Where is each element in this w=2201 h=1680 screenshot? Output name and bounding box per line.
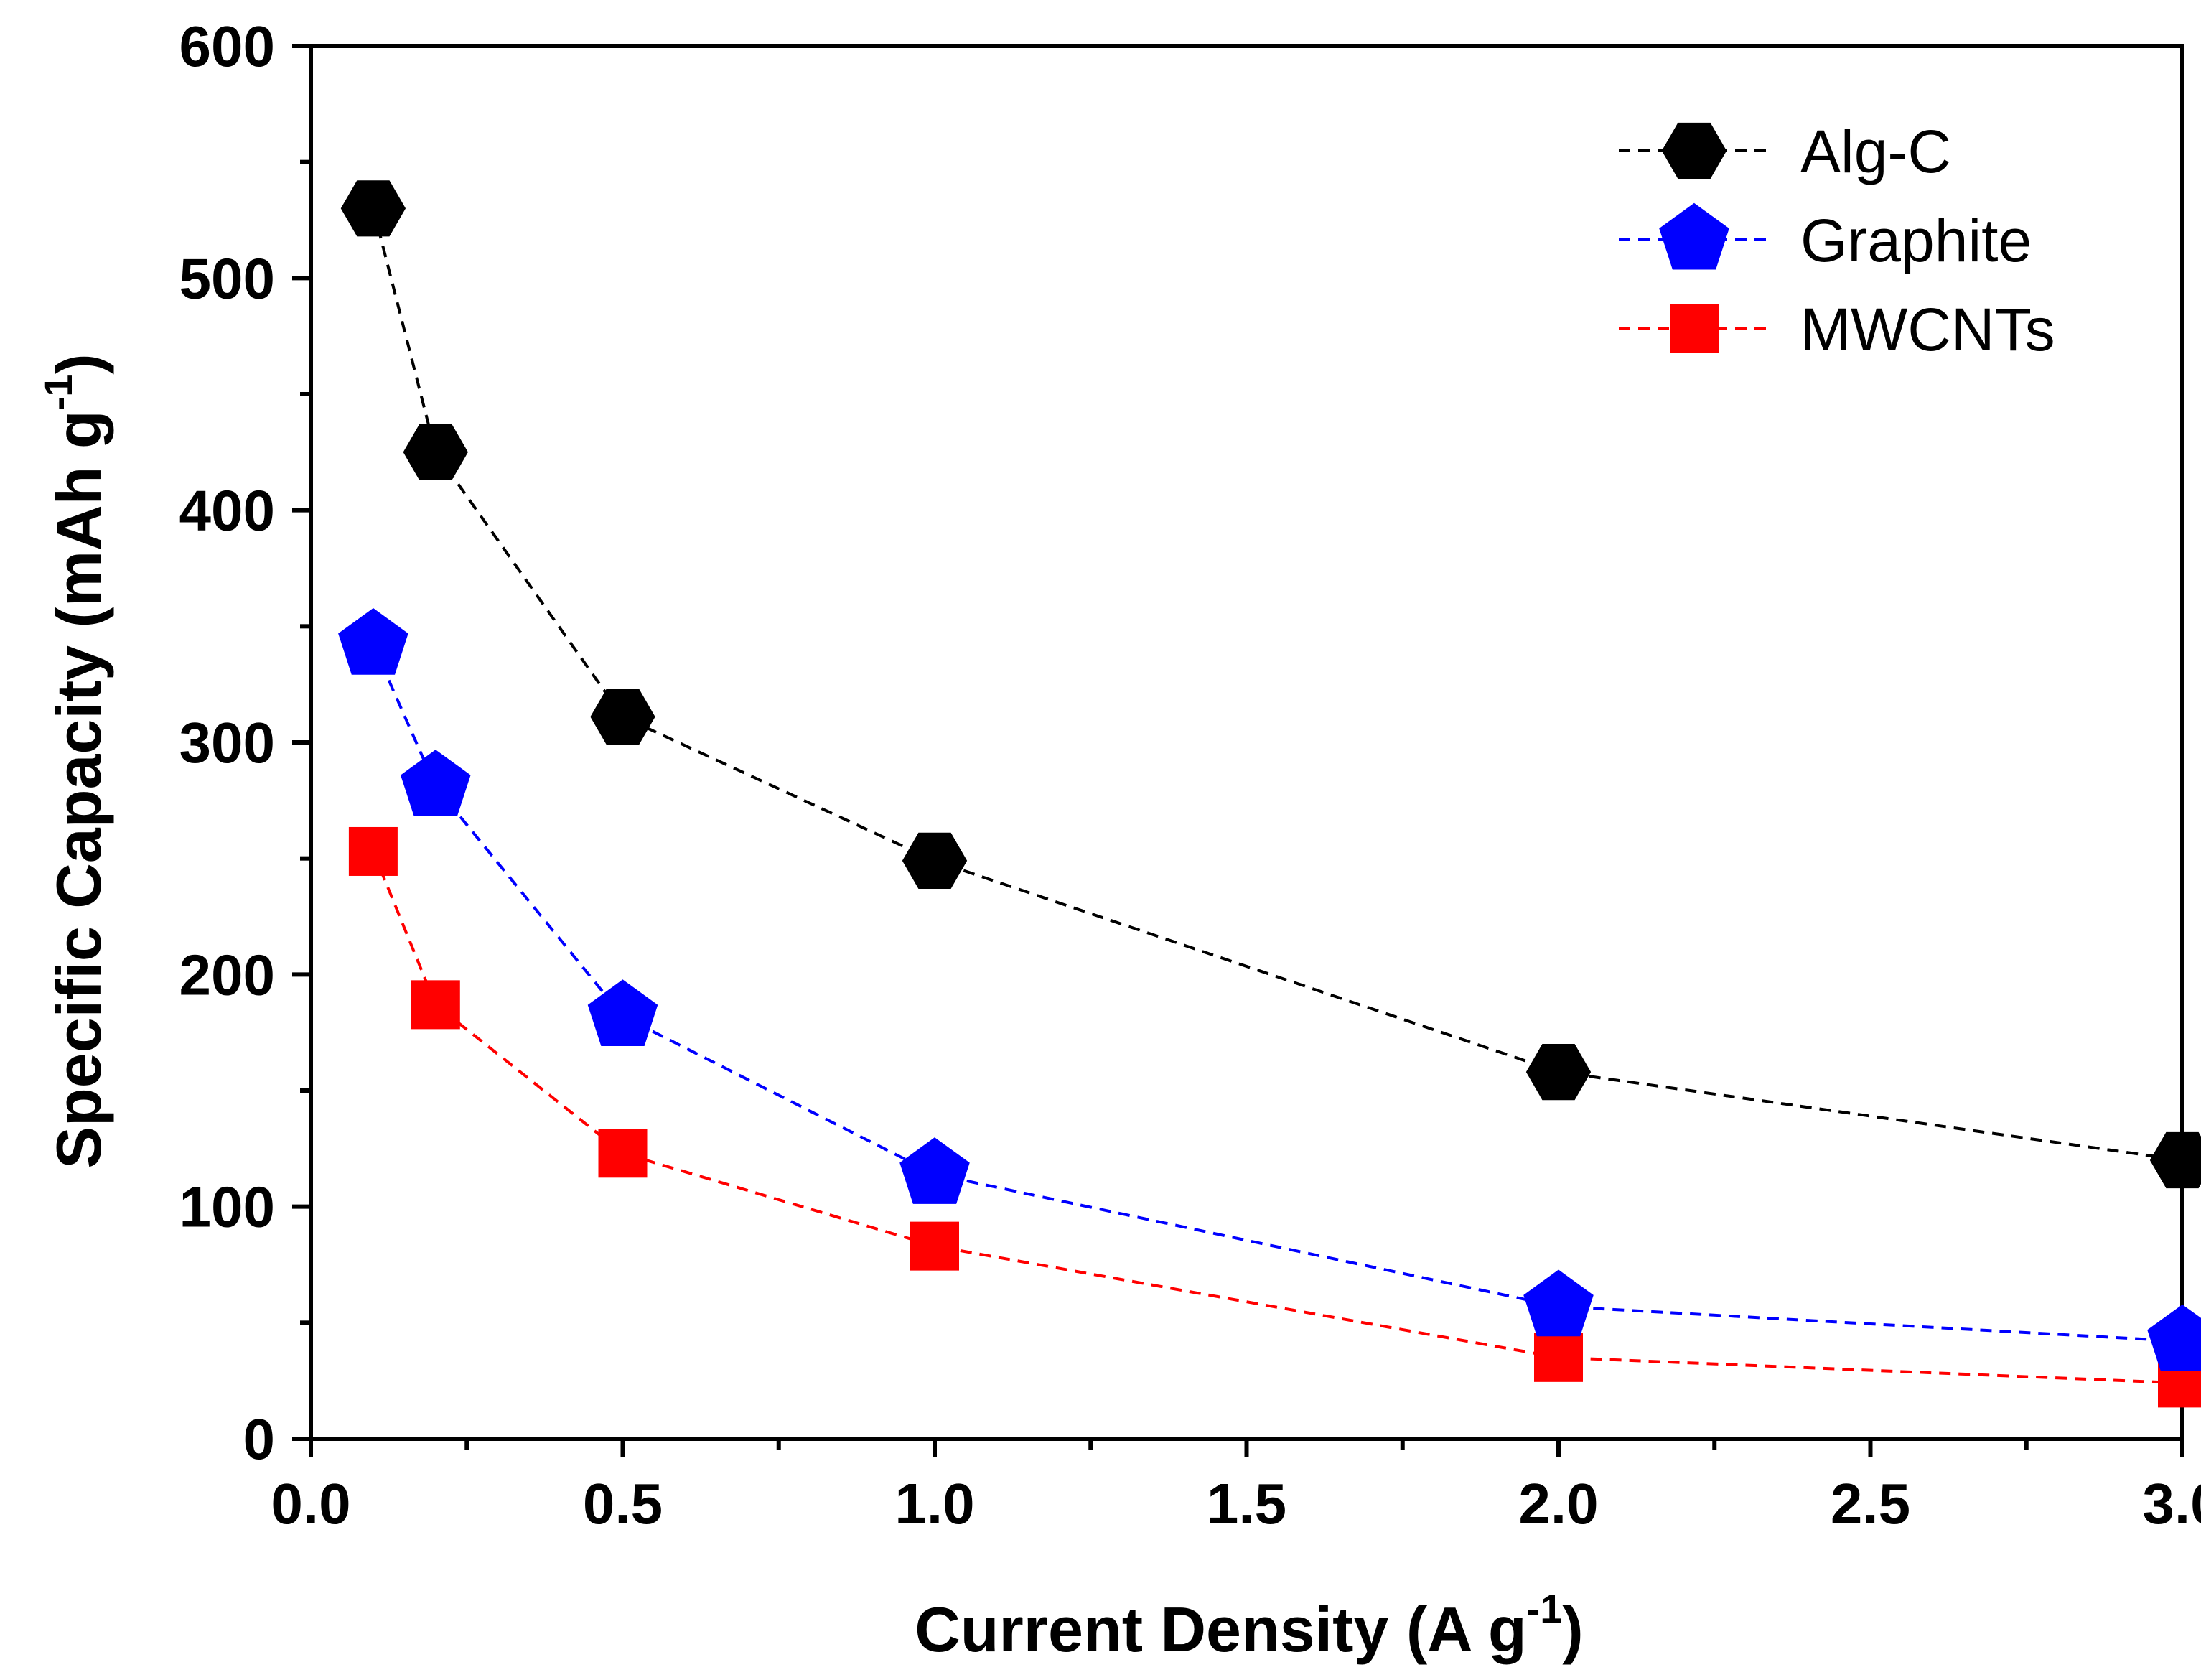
series-graphite [338, 607, 2201, 1371]
y-tick-label: 0 [243, 1407, 276, 1471]
y-tick-label: 200 [179, 943, 275, 1007]
legend-item-mwcnts: MWCNTs [1619, 296, 2055, 363]
y-axis-title: Specific Capacity (mAh g-1) [35, 353, 114, 1168]
x-tick-label: 3.0 [2142, 1472, 2201, 1536]
series-alg-c [340, 180, 2201, 1189]
y-tick-label: 300 [179, 711, 275, 775]
ticks-layer: 0.0 0.5 1.0 1.5 2.0 2.5 3.0 0 100 200 300 400 500 600 [179, 14, 2201, 1536]
legend-marker-graphite [1659, 202, 1729, 270]
data-point-graphite [899, 1137, 970, 1204]
y-tick-label: 500 [179, 246, 275, 310]
data-point-graphite [2147, 1304, 2201, 1371]
y-tick-label: 600 [179, 14, 275, 78]
data-point-graphite [401, 750, 471, 816]
x-tick-label: 1.0 [894, 1472, 974, 1536]
data-point-alg-c [403, 424, 468, 480]
legend-marker-mwcnts [1670, 304, 1719, 353]
data-point-mwcnts [411, 980, 460, 1030]
data-point-alg-c [1525, 1044, 1592, 1101]
y-tick-label: 400 [179, 479, 275, 543]
data-point-graphite [338, 607, 408, 675]
series-layer [338, 180, 2201, 1408]
series-line-alg-c [371, 207, 2183, 1162]
data-point-mwcnts [910, 1221, 959, 1271]
data-point-alg-c [590, 689, 655, 745]
x-tick-label: 2.5 [1831, 1472, 1910, 1536]
x-tick-label: 0.5 [583, 1472, 663, 1536]
data-point-graphite [1523, 1269, 1594, 1337]
x-tick-label: 2.0 [1518, 1472, 1598, 1536]
data-point-mwcnts [598, 1129, 648, 1178]
series-line-graphite [372, 644, 2183, 1343]
x-tick-label: 1.5 [1207, 1472, 1286, 1536]
legend-item-alg-c: Alg-C [1619, 118, 1951, 185]
x-tick-label: 0.0 [271, 1472, 350, 1536]
data-point-graphite [587, 979, 658, 1046]
data-point-alg-c [902, 832, 968, 889]
y-tick-label: 100 [179, 1175, 275, 1239]
series-mwcnts [348, 826, 2201, 1408]
legend-label-alg-c: Alg-C [1800, 118, 1951, 185]
data-point-mwcnts [1534, 1333, 1583, 1382]
data-point-alg-c [2149, 1131, 2201, 1189]
legend-label-mwcnts: MWCNTs [1800, 296, 2055, 363]
legend: Alg-C Graphite MWCNTs [1619, 118, 2055, 363]
x-axis-title: Current Density (A g-1) [915, 1586, 1583, 1665]
series-line-mwcnts [372, 851, 2183, 1385]
legend-marker-alg-c [1661, 122, 1727, 179]
data-point-mwcnts [348, 826, 398, 876]
legend-label-graphite: Graphite [1800, 207, 2032, 274]
data-point-alg-c [340, 180, 406, 237]
legend-item-graphite: Graphite [1619, 202, 2032, 274]
